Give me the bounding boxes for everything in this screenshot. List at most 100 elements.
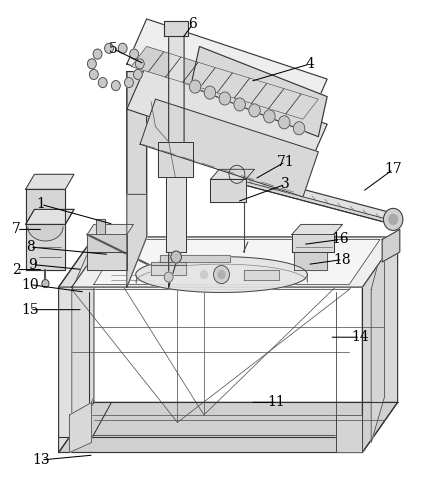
Polygon shape <box>164 22 188 36</box>
Text: 5: 5 <box>109 42 118 56</box>
Polygon shape <box>70 402 92 453</box>
Polygon shape <box>87 234 127 252</box>
Circle shape <box>105 43 113 53</box>
Text: 14: 14 <box>351 330 369 344</box>
Polygon shape <box>210 169 255 179</box>
Text: 11: 11 <box>268 395 285 409</box>
Circle shape <box>87 59 96 69</box>
Polygon shape <box>127 72 147 287</box>
Text: 2: 2 <box>12 263 21 277</box>
Text: 7: 7 <box>12 222 21 236</box>
Circle shape <box>189 80 201 93</box>
Polygon shape <box>58 402 397 453</box>
Polygon shape <box>252 83 284 109</box>
Polygon shape <box>26 174 74 190</box>
Polygon shape <box>26 224 65 270</box>
Polygon shape <box>183 62 215 88</box>
Text: 16: 16 <box>331 232 349 246</box>
Polygon shape <box>217 73 250 98</box>
Circle shape <box>264 110 275 123</box>
Text: 6: 6 <box>189 17 197 31</box>
Polygon shape <box>94 239 380 285</box>
Circle shape <box>118 43 127 53</box>
Text: 9: 9 <box>28 258 37 272</box>
Circle shape <box>229 165 245 183</box>
Polygon shape <box>286 94 319 119</box>
Circle shape <box>136 59 144 69</box>
Polygon shape <box>96 219 105 234</box>
Polygon shape <box>292 224 342 234</box>
Polygon shape <box>136 257 307 292</box>
Polygon shape <box>234 78 267 103</box>
Polygon shape <box>200 68 233 93</box>
Polygon shape <box>127 64 327 169</box>
Polygon shape <box>87 252 127 270</box>
Circle shape <box>112 81 120 91</box>
Polygon shape <box>233 172 397 224</box>
Polygon shape <box>72 239 385 290</box>
Circle shape <box>130 49 139 59</box>
Circle shape <box>98 78 107 88</box>
Text: 4: 4 <box>305 57 314 71</box>
Polygon shape <box>169 26 184 287</box>
Text: 15: 15 <box>21 302 39 317</box>
Circle shape <box>93 49 102 59</box>
Text: 17: 17 <box>385 162 402 176</box>
Polygon shape <box>233 179 397 224</box>
Circle shape <box>200 271 207 279</box>
Polygon shape <box>58 237 397 287</box>
Circle shape <box>219 92 230 105</box>
Circle shape <box>42 280 49 288</box>
Polygon shape <box>336 415 362 453</box>
Polygon shape <box>382 229 400 262</box>
Polygon shape <box>58 237 94 453</box>
Polygon shape <box>127 72 147 287</box>
Polygon shape <box>131 46 164 72</box>
Circle shape <box>164 272 173 282</box>
Polygon shape <box>127 19 327 124</box>
Circle shape <box>214 266 229 284</box>
Circle shape <box>133 70 142 80</box>
Polygon shape <box>140 99 319 197</box>
Text: 18: 18 <box>334 253 351 267</box>
Circle shape <box>171 251 182 263</box>
Polygon shape <box>26 190 65 224</box>
Circle shape <box>279 116 290 129</box>
Polygon shape <box>28 227 63 241</box>
Polygon shape <box>268 89 301 114</box>
Circle shape <box>234 98 245 111</box>
Text: 10: 10 <box>21 278 39 292</box>
Polygon shape <box>26 209 74 224</box>
Polygon shape <box>167 177 187 252</box>
Circle shape <box>384 208 403 230</box>
Polygon shape <box>292 234 334 252</box>
Polygon shape <box>127 195 147 287</box>
Polygon shape <box>26 209 74 224</box>
Circle shape <box>218 271 225 279</box>
Text: 71: 71 <box>276 155 294 169</box>
Polygon shape <box>210 179 246 202</box>
Polygon shape <box>151 265 187 275</box>
Circle shape <box>89 70 98 80</box>
Polygon shape <box>87 224 133 234</box>
Polygon shape <box>158 142 193 177</box>
Circle shape <box>249 104 260 117</box>
Text: 1: 1 <box>37 198 46 211</box>
Polygon shape <box>362 237 397 453</box>
Polygon shape <box>72 239 94 443</box>
Text: 8: 8 <box>26 240 35 254</box>
Text: 3: 3 <box>281 177 290 192</box>
Polygon shape <box>190 46 327 137</box>
Polygon shape <box>166 57 198 82</box>
Polygon shape <box>151 262 187 265</box>
Polygon shape <box>371 239 385 443</box>
Circle shape <box>389 214 397 224</box>
Circle shape <box>124 78 133 88</box>
Polygon shape <box>160 255 230 262</box>
Polygon shape <box>244 270 279 280</box>
Text: 13: 13 <box>32 453 50 467</box>
Polygon shape <box>148 52 181 77</box>
Polygon shape <box>72 237 397 287</box>
Polygon shape <box>294 252 327 270</box>
Circle shape <box>204 86 216 99</box>
